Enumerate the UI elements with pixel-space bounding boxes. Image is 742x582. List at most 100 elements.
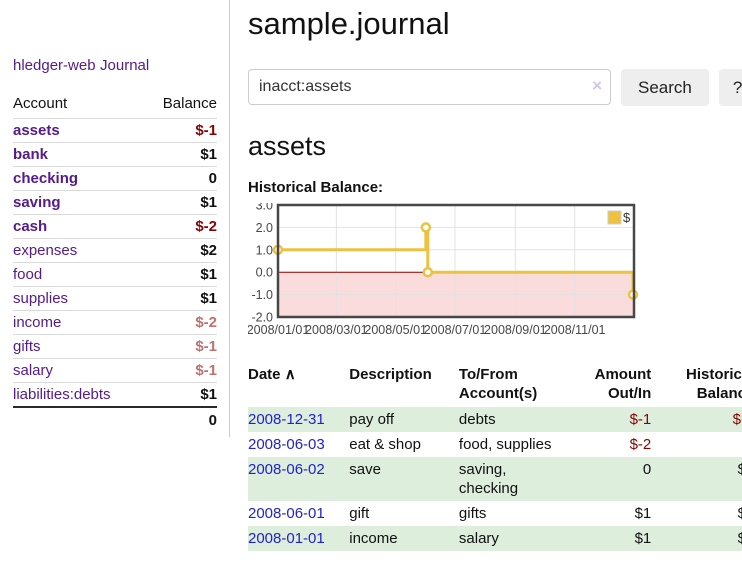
sort-ascending-icon: ∧ [284,366,296,383]
account-link-expenses[interactable]: expenses [13,242,78,259]
account-link-liabilities-debts[interactable]: liabilities:debts [13,386,111,403]
y-tick-label: -1.0 [251,288,273,302]
account-row-food: food $1 [13,262,217,287]
account-heading: assets [248,131,327,161]
search-button[interactable]: Search [621,69,709,106]
account-balance: $1 [144,190,217,215]
transaction-description: pay off [349,411,394,428]
account-row-income: income $-2 [13,310,217,335]
account-row-checking: checking 0 [13,166,217,191]
transaction-amount: $1 [634,505,652,522]
y-tick-label: 1.0 [256,243,273,257]
accounts-total-row: 0 [13,406,217,433]
account-balance: $1 [144,142,217,167]
transaction-amount: $-2 [629,436,652,453]
accounts-table: Account Balance assets $-1 bank $1 check… [13,91,217,433]
account-balance: $-1 [144,118,217,143]
transaction-date-link[interactable]: 2008-06-01 [248,505,325,522]
transaction-description: eat & shop [349,436,421,453]
accounts-total-value: 0 [144,406,217,433]
account-balance: $-1 [144,334,217,359]
account-row-expenses: expenses $2 [13,238,217,263]
y-tick-label: 3.0 [256,203,273,213]
legend-swatch [607,210,622,225]
x-tick-label: 2008/05/01 [364,323,427,337]
sidebar-item-journal[interactable]: Journal [100,57,150,74]
account-link-cash[interactable]: cash [13,218,48,235]
account-balance: 0 [144,166,217,191]
register-header-description: Description [349,366,432,383]
x-tick-label: 2008/03/01 [305,323,368,337]
clear-search-icon[interactable]: × [592,76,602,95]
transaction-description: save [349,461,381,478]
search-input[interactable] [248,69,611,105]
account-row-gifts: gifts $-1 [13,334,217,359]
account-link-gifts[interactable]: gifts [13,338,41,355]
account-row-cash: cash $-2 [13,214,217,239]
accounts-header-account: Account [13,95,68,112]
transaction-row: 2008-06-01 gift gifts $1 $2 [248,501,742,526]
transaction-balance: $2 [737,461,742,478]
transaction-accounts: salary [458,530,499,547]
transaction-balance: 0 [659,432,742,457]
x-tick-label: 2008/11/01 [544,323,606,337]
transaction-date-link[interactable]: 2008-12-31 [248,411,325,428]
sidebar: hledger-web Journal Account Balance asse… [0,0,230,437]
transaction-amount: $-1 [629,411,652,428]
account-link-checking[interactable]: checking [13,170,79,187]
transaction-description: income [349,530,398,547]
chart-title: Historical Balance: [248,179,384,196]
main-content: sample.journal × Search ? assets Histori… [230,0,742,551]
transaction-description: gift [349,505,370,522]
account-link-bank[interactable]: bank [13,146,49,163]
transaction-accounts: saving, checking [458,461,519,497]
transaction-date-link[interactable]: 2008-06-03 [248,436,325,453]
account-link-salary[interactable]: salary [13,362,54,379]
register-header-amount: Amount Out/In [594,366,652,402]
page-title: sample.journal [248,6,450,41]
register-header-date[interactable]: Date ∧ [248,366,296,383]
account-link-food[interactable]: food [13,266,43,283]
account-row-salary: salary $-1 [13,358,217,383]
account-balance: $1 [144,262,217,287]
help-button[interactable]: ? [718,69,742,106]
account-row-saving: saving $1 [13,190,217,215]
transaction-row: 2008-01-01 income salary $1 $1 [248,526,742,551]
account-balance: $1 [144,382,217,407]
transaction-date-link[interactable]: 2008-06-02 [248,461,325,478]
transaction-amount: $1 [634,530,652,547]
historical-balance-chart: $3.0 2.0 1.0 0.0 -1.0 -2.02008/01/012008/03/0… [248,203,639,337]
account-row-bank: bank $1 [13,142,217,167]
search-box: × [248,69,611,106]
brand-link[interactable]: hledger-web [13,57,96,74]
account-link-income[interactable]: income [13,314,62,331]
account-balance: $-2 [144,214,217,239]
account-link-saving[interactable]: saving [13,194,61,211]
transaction-row: 2008-06-02 save saving, checking 0 $2 [248,457,742,501]
register-header-accounts: To/From Account(s) [458,366,538,402]
account-balance: $-1 [144,358,217,383]
data-point-marker [422,266,434,278]
transaction-balance: $2 [737,505,742,522]
x-tick-label: 2008/01/01 [248,323,309,337]
account-balance: $2 [144,238,217,263]
account-balance: $-2 [144,310,217,335]
account-link-supplies[interactable]: supplies [13,290,69,307]
legend-label: $ [623,210,631,225]
y-tick-label: 0.0 [256,266,273,280]
account-row-liabilities-debts: liabilities:debts $1 [13,382,217,407]
x-tick-label: 2008/09/01 [484,323,547,337]
app-window: hledger-web Journal Account Balance asse… [0,0,742,551]
transaction-row: 2008-06-03 eat & shop food, supplies $-2… [248,432,742,457]
transaction-row: 2008-12-31 pay off debts $-1 $-1 [248,407,742,432]
transaction-date-link[interactable]: 2008-01-01 [248,530,325,547]
transaction-balance: $-1 [732,411,742,428]
transaction-balance: $1 [737,530,742,547]
register-header-balance: Historical Balance [685,366,742,402]
y-tick-label: -2.0 [251,311,273,325]
account-balance: $1 [144,286,217,311]
accounts-header-balance: Balance [162,95,217,112]
account-link-assets[interactable]: assets [13,122,60,139]
account-row-supplies: supplies $1 [13,286,217,311]
register-table: Date ∧ Description To/From Account(s) Am… [248,363,742,551]
